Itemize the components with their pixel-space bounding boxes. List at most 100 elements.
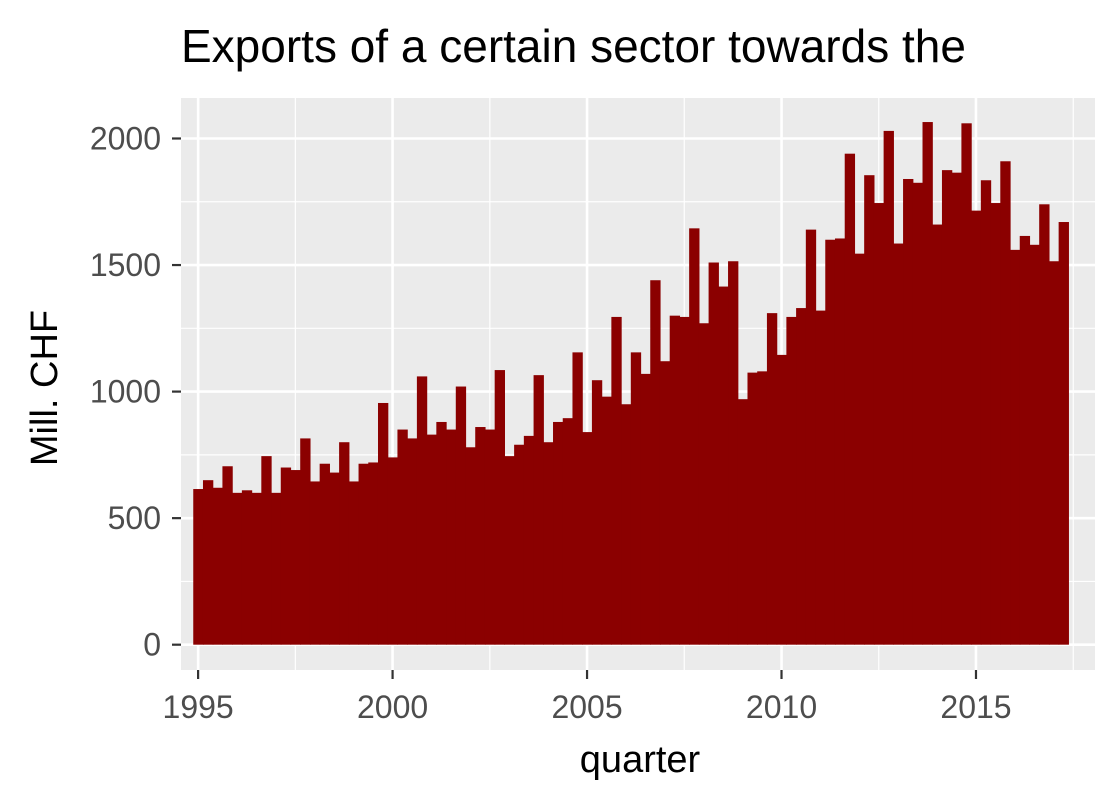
bar bbox=[669, 315, 681, 645]
bar bbox=[300, 438, 311, 645]
bar bbox=[630, 352, 642, 645]
bar bbox=[533, 375, 544, 645]
bar bbox=[368, 462, 379, 645]
bar bbox=[786, 316, 797, 645]
bar bbox=[241, 490, 253, 645]
bar bbox=[407, 438, 418, 645]
bar bbox=[1019, 235, 1031, 645]
bar bbox=[339, 442, 350, 645]
bar bbox=[309, 481, 321, 645]
bar bbox=[1010, 249, 1021, 645]
bar bbox=[1000, 161, 1011, 645]
bar bbox=[271, 492, 282, 645]
bar bbox=[1029, 244, 1040, 645]
bar bbox=[708, 262, 719, 645]
bar bbox=[698, 323, 710, 645]
bar bbox=[718, 286, 729, 645]
bar bbox=[796, 308, 807, 645]
x-tick-label: 1995 bbox=[163, 689, 234, 725]
bar bbox=[844, 153, 856, 645]
bar bbox=[815, 310, 826, 645]
bar-series bbox=[193, 122, 1069, 645]
bar bbox=[932, 224, 943, 645]
bar bbox=[941, 170, 953, 645]
x-tick-label: 2000 bbox=[357, 689, 428, 725]
y-axis-title: Mill. CHF bbox=[24, 310, 66, 466]
bar bbox=[543, 442, 554, 645]
bar bbox=[903, 178, 914, 645]
bar bbox=[659, 361, 671, 645]
bar bbox=[523, 435, 535, 645]
bar bbox=[416, 376, 428, 645]
y-tick-label: 2000 bbox=[90, 120, 161, 156]
bar bbox=[329, 472, 340, 645]
bar bbox=[455, 386, 467, 645]
bar bbox=[912, 182, 924, 645]
bar bbox=[611, 316, 622, 645]
bar bbox=[591, 380, 603, 645]
chart-title: Exports of a certain sector towards the bbox=[181, 20, 966, 72]
bar bbox=[728, 261, 739, 645]
bar bbox=[990, 203, 1001, 645]
bar bbox=[504, 456, 515, 645]
bar bbox=[562, 418, 574, 645]
bar bbox=[971, 210, 982, 645]
bar bbox=[232, 492, 243, 645]
bar bbox=[397, 429, 408, 645]
bar bbox=[465, 447, 476, 645]
bar bbox=[1048, 261, 1060, 645]
bar bbox=[261, 456, 272, 645]
bar bbox=[222, 466, 233, 645]
x-axis: 1995 2000 2005 2010 2015 bbox=[163, 670, 1012, 725]
bar bbox=[601, 396, 612, 645]
bar bbox=[825, 239, 836, 645]
bar bbox=[640, 373, 651, 645]
bar bbox=[475, 427, 486, 645]
bar bbox=[582, 432, 593, 645]
bar bbox=[348, 481, 360, 645]
bar bbox=[1039, 204, 1050, 645]
bar bbox=[737, 399, 749, 645]
bar bbox=[679, 316, 690, 645]
bar bbox=[202, 480, 214, 645]
bar bbox=[280, 467, 292, 645]
bar bbox=[883, 130, 894, 645]
bar bbox=[572, 352, 583, 645]
bar bbox=[290, 470, 301, 645]
x-tick-label: 2010 bbox=[746, 689, 817, 725]
bar bbox=[922, 122, 933, 645]
bar bbox=[212, 487, 224, 645]
bar bbox=[377, 402, 389, 645]
bar bbox=[553, 421, 564, 645]
y-axis: 0 500 1000 1500 2000 bbox=[90, 120, 181, 663]
y-tick-label: 1000 bbox=[90, 374, 161, 410]
bar bbox=[251, 492, 262, 645]
bar bbox=[650, 280, 661, 645]
y-tick-label: 500 bbox=[108, 500, 161, 536]
bar bbox=[446, 429, 457, 645]
x-axis-title: quarter bbox=[580, 739, 701, 781]
bar bbox=[864, 175, 875, 645]
bar bbox=[494, 370, 506, 645]
bar bbox=[747, 372, 758, 645]
bar bbox=[834, 238, 846, 645]
bar bbox=[805, 229, 817, 645]
bar bbox=[319, 463, 330, 645]
bar bbox=[387, 457, 399, 645]
bar bbox=[621, 404, 632, 645]
bar bbox=[426, 434, 437, 645]
bar bbox=[766, 313, 778, 645]
bar bbox=[873, 203, 885, 645]
bar bbox=[514, 444, 525, 645]
bar bbox=[951, 172, 963, 645]
bar bbox=[757, 371, 768, 645]
y-tick-label: 0 bbox=[143, 627, 161, 663]
x-tick-label: 2015 bbox=[940, 689, 1011, 725]
x-tick-label: 2005 bbox=[551, 689, 622, 725]
bar bbox=[436, 421, 447, 645]
bar bbox=[358, 463, 369, 645]
bar bbox=[961, 123, 972, 645]
bar bbox=[893, 243, 904, 645]
bar bbox=[776, 354, 787, 645]
bar bbox=[1058, 222, 1069, 645]
